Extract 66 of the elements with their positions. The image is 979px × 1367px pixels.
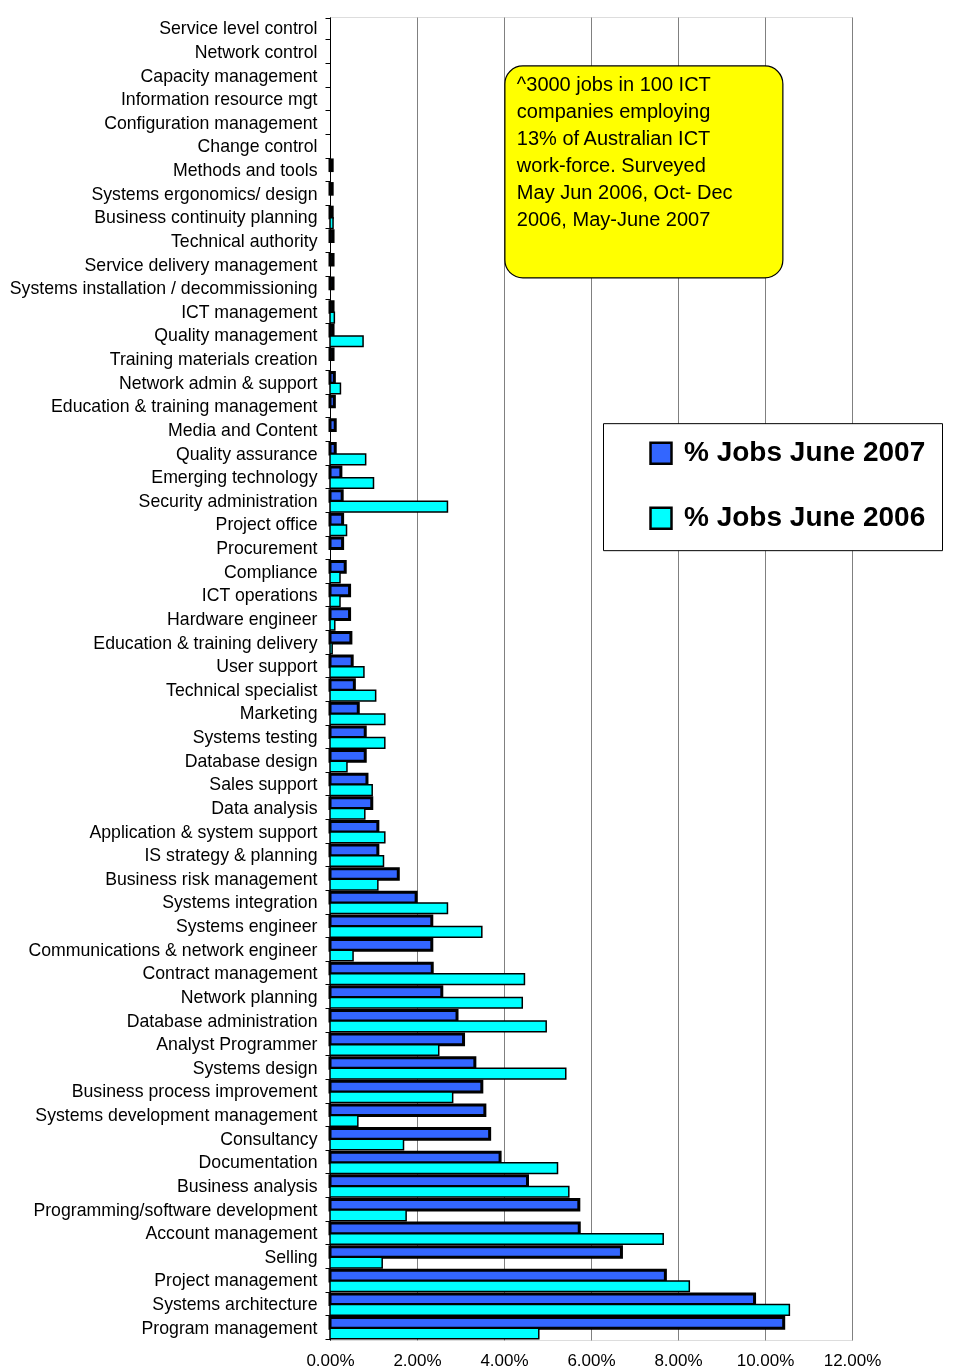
y-tick-label: Project office (215, 514, 318, 535)
y-tick-label: Project management (154, 1270, 318, 1291)
y-tick-label: Hardware engineer (167, 608, 318, 629)
y-tick-label: Data analysis (211, 797, 318, 818)
y-tick-label: Systems design (192, 1057, 318, 1078)
y-tick-label: Technical authority (171, 230, 318, 251)
y-tick-label: Database administration (126, 1010, 318, 1031)
x-tick-label: 2.00% (393, 1350, 442, 1367)
y-tick-label: Systems architecture (152, 1294, 318, 1315)
y-tick-label: Methods and tools (172, 160, 318, 181)
y-tick-label: Systems testing (192, 727, 318, 748)
y-tick-label: Database design (184, 750, 318, 771)
y-tick-label: Procurement (216, 538, 318, 559)
y-tick-label: Service level control (159, 18, 318, 39)
y-tick-label: Network control (194, 41, 318, 62)
y-tick-label: Systems integration (162, 892, 318, 913)
x-tick-label: 0.00% (306, 1350, 355, 1367)
y-tick-label: Communications & network engineer (28, 939, 318, 960)
annotation: ^3000 jobs in 100 ICT companies employing 13% of Australian ICT work-force. Surveyed May Jun 2006, Oct- Dec 2006, May-June 2007 (515, 72, 733, 230)
y-tick-label: Systems installation / decommissioning (9, 278, 318, 299)
y-tick-label: Consultancy (220, 1128, 318, 1149)
y-tick-label: Service delivery management (84, 254, 318, 275)
y-tick-label: Documentation (198, 1152, 318, 1173)
y-tick-label: IS strategy & planning (144, 845, 318, 866)
y-tick-label: Marketing (239, 703, 318, 724)
x-tick-label: 6.00% (567, 1350, 616, 1367)
y-tick-label: Technical specialist (166, 679, 318, 700)
x-tick-label: 10.00% (736, 1350, 795, 1367)
y-tick-label: Systems engineer (175, 916, 318, 937)
y-tick-label: Business risk management (105, 868, 318, 889)
y-tick-label: Program management (141, 1317, 318, 1338)
y-tick-label: Application & system support (89, 821, 318, 842)
y-tick-label: Change control (197, 136, 318, 157)
y-tick-label: Configuration management (104, 112, 318, 133)
y-tick-label: Capacity management (140, 65, 318, 86)
y-tick-label: Quality assurance (175, 443, 318, 464)
y-tick-label: Analyst Programmer (156, 1034, 318, 1055)
y-tick-label: Quality management (154, 325, 318, 346)
y-tick-label: Media and Content (168, 419, 318, 440)
y-tick-label: Account management (145, 1223, 318, 1244)
x-tick-label: 4.00% (480, 1350, 529, 1367)
y-tick-label: ICT operations (201, 585, 318, 606)
y-tick-label: Business process improvement (71, 1081, 318, 1102)
y-tick-label: Contract management (142, 963, 318, 984)
y-tick-label: Information resource mgt (120, 89, 318, 110)
legend-label: % Jobs June 2007 (684, 436, 926, 468)
y-tick-label: Systems development management (35, 1105, 318, 1126)
y-tick-label: Network planning (180, 986, 318, 1007)
y-tick-label: Security administration (138, 490, 318, 511)
y-tick-label: Business continuity planning (94, 207, 318, 228)
y-tick-label: Selling (264, 1246, 318, 1267)
y-tick-label: Systems ergonomics/ design (91, 183, 318, 204)
y-tick-label: ICT management (181, 301, 318, 322)
y-tick-label: Education & training delivery (93, 632, 318, 653)
y-tick-label: Training materials creation (109, 349, 318, 370)
y-tick-label: Programming/software development (33, 1199, 318, 1220)
y-tick-label: Sales support (209, 774, 318, 795)
y-tick-label: Compliance (224, 561, 318, 582)
y-tick-label: Business analysis (176, 1175, 318, 1196)
x-tick-label: 8.00% (654, 1350, 703, 1367)
y-tick-label: Education & training management (51, 396, 318, 417)
y-tick-label: User support (216, 656, 318, 677)
x-tick-label: 12.00% (823, 1350, 882, 1367)
y-tick-label: Network admin & support (118, 372, 318, 393)
legend-label: % Jobs June 2006 (684, 501, 926, 533)
y-tick-label: Emerging technology (151, 467, 318, 488)
